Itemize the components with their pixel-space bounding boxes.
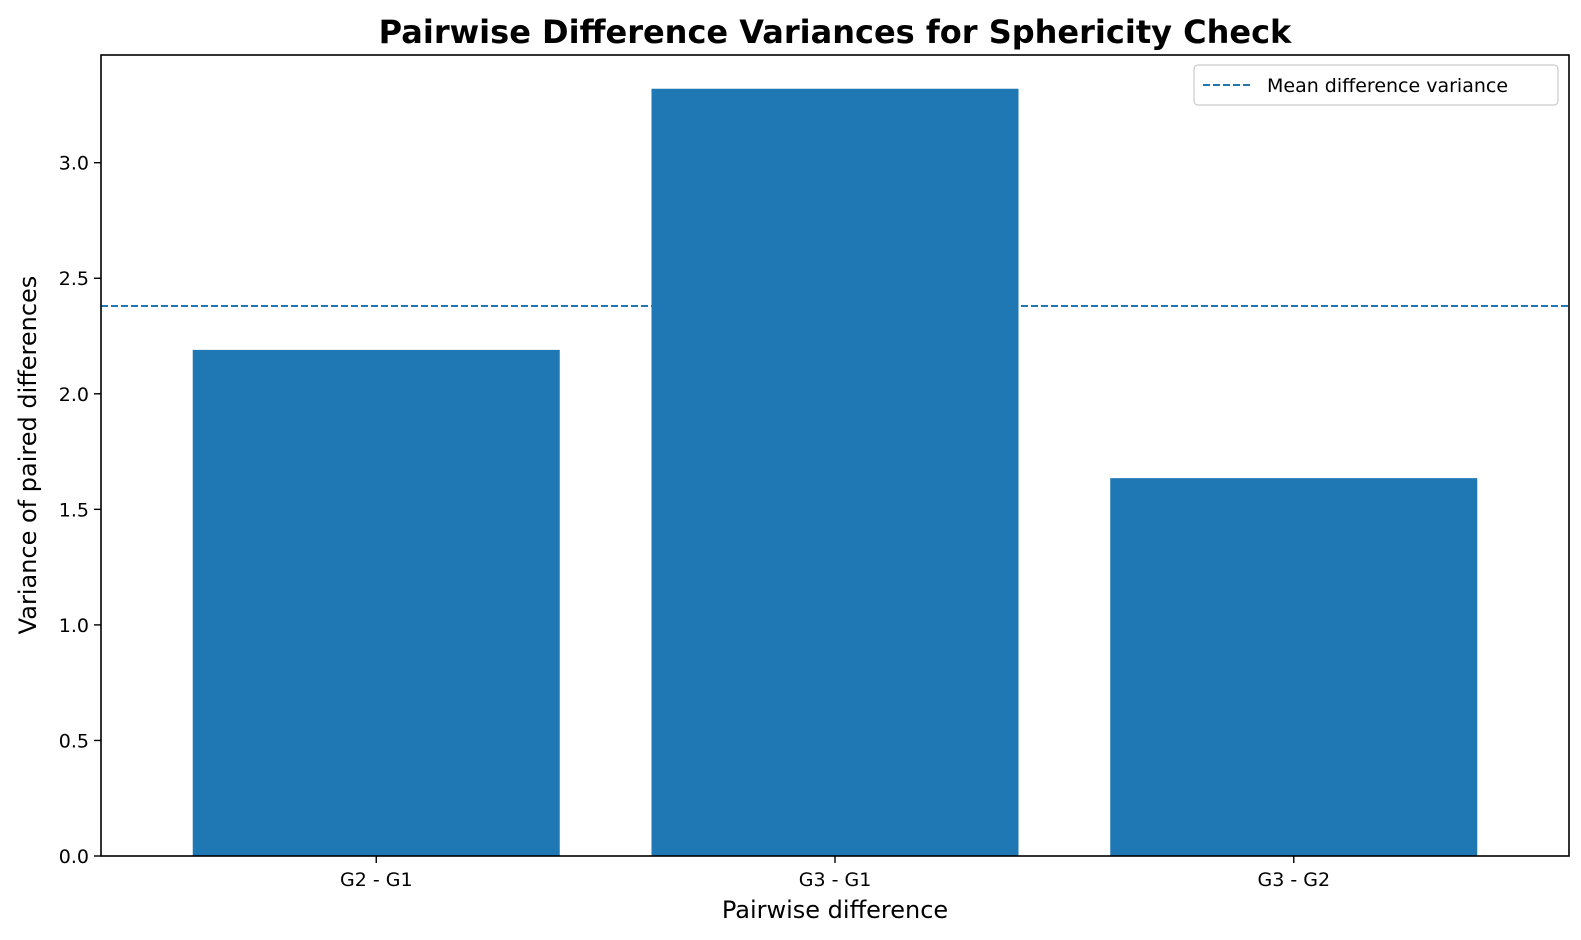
y-tick-label: 2.5 (59, 268, 89, 290)
bar (651, 88, 1019, 857)
bars (192, 88, 1478, 857)
y-tick-label: 3.0 (59, 153, 89, 175)
bar (192, 349, 560, 856)
y-tick-label: 0.0 (59, 846, 89, 868)
x-tick-label: G2 - G1 (340, 869, 413, 891)
y-axis-ticks: 0.0 0.5 1.0 1.5 2.0 2.5 3.0 (59, 153, 101, 868)
y-tick-label: 0.5 (59, 730, 89, 752)
x-axis-label: Pairwise difference (722, 896, 948, 924)
x-axis-ticks: G2 - G1 G3 - G1 G3 - G2 (340, 856, 1330, 891)
legend-box (1193, 64, 1559, 106)
y-tick-label: 2.0 (59, 384, 89, 406)
chart-title: Pairwise Difference Variances for Spheri… (379, 13, 1292, 51)
bar (1110, 478, 1478, 856)
x-tick-label: G3 - G2 (1257, 869, 1330, 891)
y-tick-label: 1.0 (59, 615, 89, 637)
x-tick-label: G3 - G1 (799, 869, 872, 891)
legend-entry-label: Mean difference variance (1267, 75, 1508, 97)
y-tick-label: 1.5 (59, 499, 89, 521)
y-axis-label: Variance of paired differences (14, 276, 42, 635)
legend: Mean difference variance (1193, 64, 1559, 106)
